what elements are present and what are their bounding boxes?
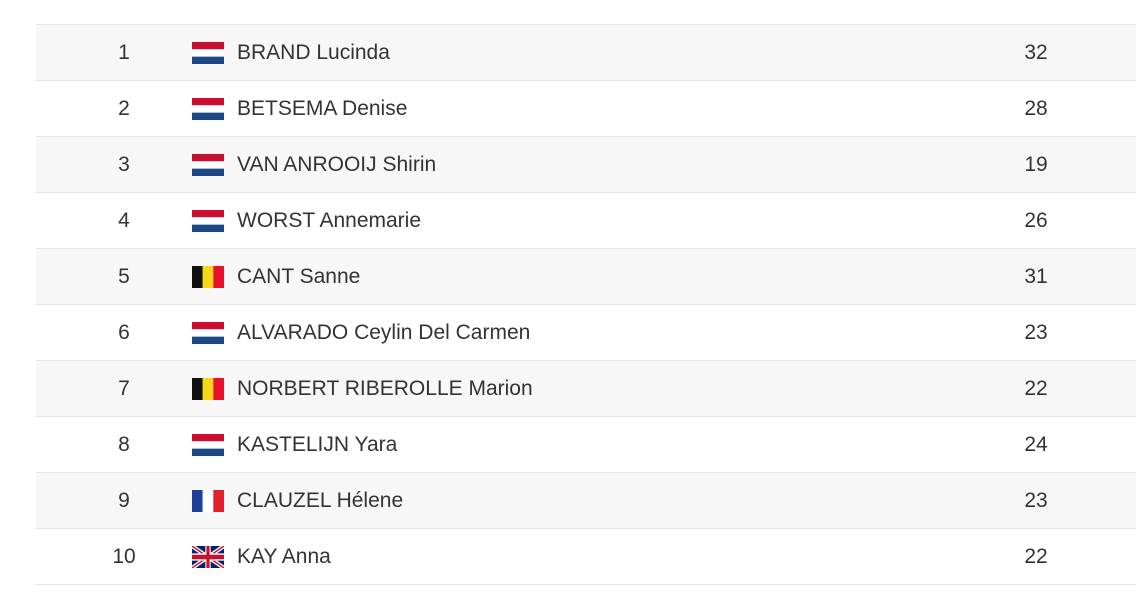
table-row: 2 BETSEMA Denise 28 (36, 81, 1136, 137)
rider-name: CLAUZEL Hélene (237, 489, 404, 512)
rank: 6 (118, 321, 130, 344)
flag (192, 154, 224, 176)
table-row: 7 NORBERT RIBEROLLE Marion 22 (36, 361, 1136, 417)
flag (192, 378, 224, 400)
flag (192, 546, 224, 568)
rank: 3 (118, 153, 130, 176)
value: 23 (1024, 321, 1048, 344)
table-row: 1 BRAND Lucinda 32 (36, 25, 1136, 81)
rank: 8 (118, 433, 130, 456)
table-row: 5 CANT Sanne 31 (36, 249, 1136, 305)
value: 28 (1024, 97, 1048, 120)
rank: 9 (118, 489, 130, 512)
rank: 10 (112, 545, 136, 568)
rider-name: VAN ANROOIJ Shirin (237, 153, 437, 176)
table-row: 8 KASTELIJN Yara 24 (36, 417, 1136, 473)
value: 23 (1024, 489, 1048, 512)
rank: 7 (118, 377, 130, 400)
flag (192, 266, 224, 288)
rider-name: CANT Sanne (237, 265, 361, 288)
value: 22 (1024, 377, 1048, 400)
rider-name: BETSEMA Denise (237, 97, 408, 120)
table-row: 10 KAY Anna 22 (36, 529, 1136, 585)
value: 31 (1024, 265, 1048, 288)
table-row: 6 ALVARADO Ceylin Del Carmen 23 (36, 305, 1136, 361)
rank: 1 (118, 41, 130, 64)
rider-name: KASTELIJN Yara (237, 433, 398, 456)
flag (192, 42, 224, 64)
value: 22 (1024, 545, 1048, 568)
rider-name: WORST Annemarie (237, 209, 422, 232)
rank: 5 (118, 265, 130, 288)
flag (192, 98, 224, 120)
table-row: 9 CLAUZEL Hélene 23 (36, 473, 1136, 529)
rider-name: KAY Anna (237, 545, 331, 568)
rank: 4 (118, 209, 130, 232)
flag (192, 434, 224, 456)
flag (192, 210, 224, 232)
value: 24 (1024, 433, 1048, 456)
flag (192, 322, 224, 344)
rider-name: ALVARADO Ceylin Del Carmen (237, 321, 531, 344)
rank: 2 (118, 97, 130, 120)
rider-name: BRAND Lucinda (237, 41, 390, 64)
value: 32 (1024, 41, 1048, 64)
flag (192, 490, 224, 512)
table-row: 3 VAN ANROOIJ Shirin 19 (36, 137, 1136, 193)
table-row: 4 WORST Annemarie 26 (36, 193, 1136, 249)
results-table: 1 BRAND Lucinda 32 2 BETSEMA Denise 28 3 VAN … (36, 24, 1136, 585)
value: 26 (1024, 209, 1048, 232)
rider-name: NORBERT RIBEROLLE Marion (237, 377, 533, 400)
value: 19 (1024, 153, 1048, 176)
